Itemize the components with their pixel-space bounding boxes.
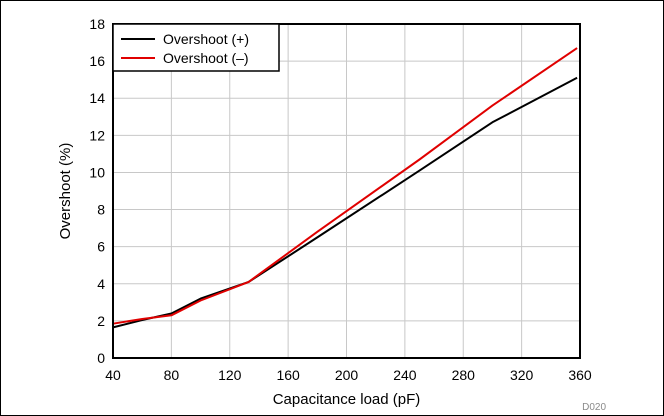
y-axis-title: Overshoot (%) <box>57 143 74 240</box>
x-tick-label: 40 <box>105 367 121 383</box>
x-tick-label: 160 <box>276 367 300 383</box>
x-tick-label: 320 <box>510 367 534 383</box>
series-line-overshoot-minus <box>112 47 578 325</box>
y-tick-labels: 0 2 4 6 8 10 12 14 16 18 <box>89 16 105 366</box>
y-tick-label: 2 <box>97 313 105 329</box>
legend-box <box>112 23 280 72</box>
series-lines <box>112 47 578 329</box>
y-tick-label: 10 <box>89 164 105 180</box>
x-tick-label: 200 <box>335 367 359 383</box>
legend-label-overshoot-minus: Overshoot (–) <box>163 50 249 66</box>
y-tick-label: 8 <box>97 202 105 218</box>
y-tick-label: 12 <box>89 127 105 143</box>
legend-label-overshoot-plus: Overshoot (+) <box>163 31 249 47</box>
y-tick-label: 16 <box>89 53 105 69</box>
figure-code: D020 <box>582 402 606 413</box>
y-tick-label: 0 <box>97 350 105 366</box>
x-axis-title: Capacitance load (pF) <box>273 391 421 408</box>
x-tick-label: 240 <box>393 367 417 383</box>
x-tick-label: 360 <box>568 367 592 383</box>
y-tick-label: 14 <box>89 90 105 106</box>
x-tick-label: 120 <box>218 367 242 383</box>
legend: Overshoot (+) Overshoot (–) <box>112 23 280 72</box>
x-tick-labels: 40 80 120 160 200 240 280 320 360 <box>105 367 592 383</box>
y-tick-label: 4 <box>97 276 105 292</box>
y-tick-label: 6 <box>97 239 105 255</box>
y-tick-label: 18 <box>89 16 105 32</box>
x-tick-label: 280 <box>452 367 476 383</box>
x-tick-label: 80 <box>164 367 180 383</box>
plot-border <box>112 23 581 359</box>
